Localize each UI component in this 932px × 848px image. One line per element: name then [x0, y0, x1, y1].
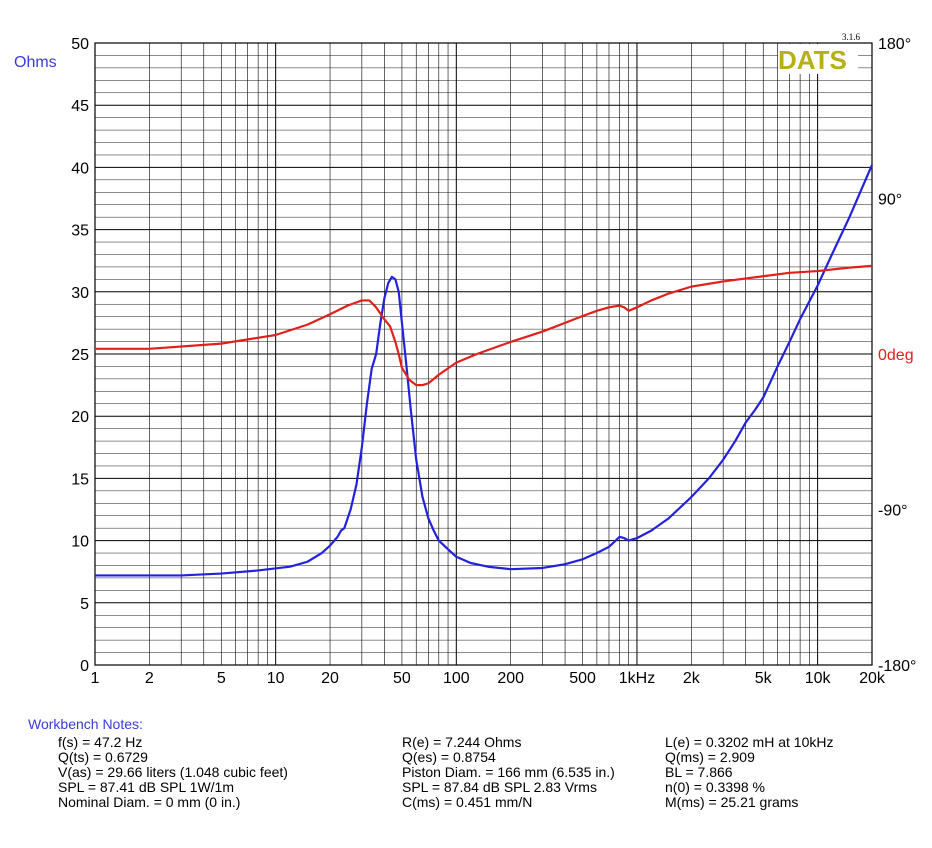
dats-logo: DATS	[778, 45, 847, 75]
plot-frame	[94, 42, 873, 666]
phase-tick-label: 90°	[878, 192, 902, 209]
notes-n0: n(0) = 0.3398 %	[665, 779, 766, 795]
y-tick-label: 15	[71, 471, 89, 488]
phase-tick-label: 180°	[878, 36, 911, 53]
x-tick-label: 100	[443, 670, 470, 687]
notes-column-2: R(e) = 7.244 Ohms Q(es) = 0.8754 Piston …	[402, 735, 615, 810]
y-tick-label: 50	[71, 36, 89, 53]
phase-tick-label: -90°	[878, 503, 908, 520]
notes-column-1: f(s) = 47.2 Hz Q(ts) = 0.6729 V(as) = 29…	[58, 735, 288, 810]
ohms-axis-label: Ohms	[14, 54, 57, 71]
workbench-notes-title: Workbench Notes:	[28, 716, 143, 732]
notes-le: L(e) = 0.3202 mH at 10kHz	[665, 734, 834, 750]
notes-column-3: L(e) = 0.3202 mH at 10kHz Q(ms) = 2.909 …	[665, 735, 833, 810]
dats-version: 3.1.6	[842, 32, 861, 42]
phase-tick-labels: 180° 90° 0deg -90° -180°	[878, 36, 916, 675]
x-tick-label: 1kHz	[619, 670, 655, 687]
dats-logo-box	[778, 44, 858, 74]
x-tick-label: 20	[321, 670, 339, 687]
x-tick-label: 10	[267, 670, 285, 687]
x-tick-label: 200	[497, 670, 524, 687]
y-tick-label: 35	[71, 223, 89, 240]
y-tick-label: 0	[80, 658, 89, 675]
phase-tick-label: -180°	[878, 658, 916, 675]
phase-curve	[95, 264, 873, 387]
notes-qes: Q(es) = 0.8754	[402, 749, 496, 765]
notes-re: R(e) = 7.244 Ohms	[402, 734, 522, 750]
notes-qms: Q(ms) = 2.909	[665, 749, 755, 765]
y-tick-label: 30	[71, 285, 89, 302]
y-tick-label: 5	[80, 596, 89, 613]
y-tick-label: 40	[71, 160, 89, 177]
notes-nominal-diam: Nominal Diam. = 0 mm (0 in.)	[58, 794, 241, 810]
notes-vas: V(as) = 29.66 liters (1.048 cubic feet)	[58, 764, 288, 780]
notes-cms: C(ms) = 0.451 mm/N	[402, 794, 533, 810]
x-tick-label: 2	[145, 670, 154, 687]
notes-mms: M(ms) = 25.21 grams	[665, 794, 799, 810]
notes-spl-283: SPL = 87.84 dB SPL 2.83 Vrms	[402, 779, 597, 795]
notes-bl: BL = 7.866	[665, 764, 733, 780]
y-tick-label: 25	[71, 347, 89, 364]
notes-qts: Q(ts) = 0.6729	[58, 749, 148, 765]
x-tick-label: 500	[569, 670, 596, 687]
y-tick-label: 20	[71, 409, 89, 426]
notes-piston-diam: Piston Diam. = 166 mm (6.535 in.)	[402, 764, 615, 780]
x-tick-label: 5	[217, 670, 226, 687]
x-tick-label: 5k	[755, 670, 773, 687]
impedance-curve	[95, 164, 874, 577]
phase-tick-label: 0deg	[878, 347, 914, 364]
x-tick-labels: 1 2 5 10 20 50 100 200 500 1kHz 2k 5k 10k 20k	[91, 670, 886, 687]
y-tick-labels: 0 5 10 15 20 25 30 35 40 45 50	[71, 36, 89, 675]
x-tick-label: 10k	[805, 670, 832, 687]
chart-series	[95, 164, 874, 577]
y-tick-label: 10	[71, 534, 89, 551]
y-tick-label: 45	[71, 98, 89, 115]
x-tick-label: 50	[393, 670, 411, 687]
x-tick-label: 1	[91, 670, 100, 687]
impedance-phase-chart: 1 2 5 10 20 50 100 200 500 1kHz 2k 5k 10k 20k 0510152…	[14, 32, 917, 687]
notes-fs: f(s) = 47.2 Hz	[58, 734, 143, 750]
notes-spl-1w: SPL = 87.41 dB SPL 1W/1m	[58, 779, 235, 795]
x-tick-label: 2k	[683, 670, 701, 687]
x-tick-label: 20k	[859, 670, 886, 687]
